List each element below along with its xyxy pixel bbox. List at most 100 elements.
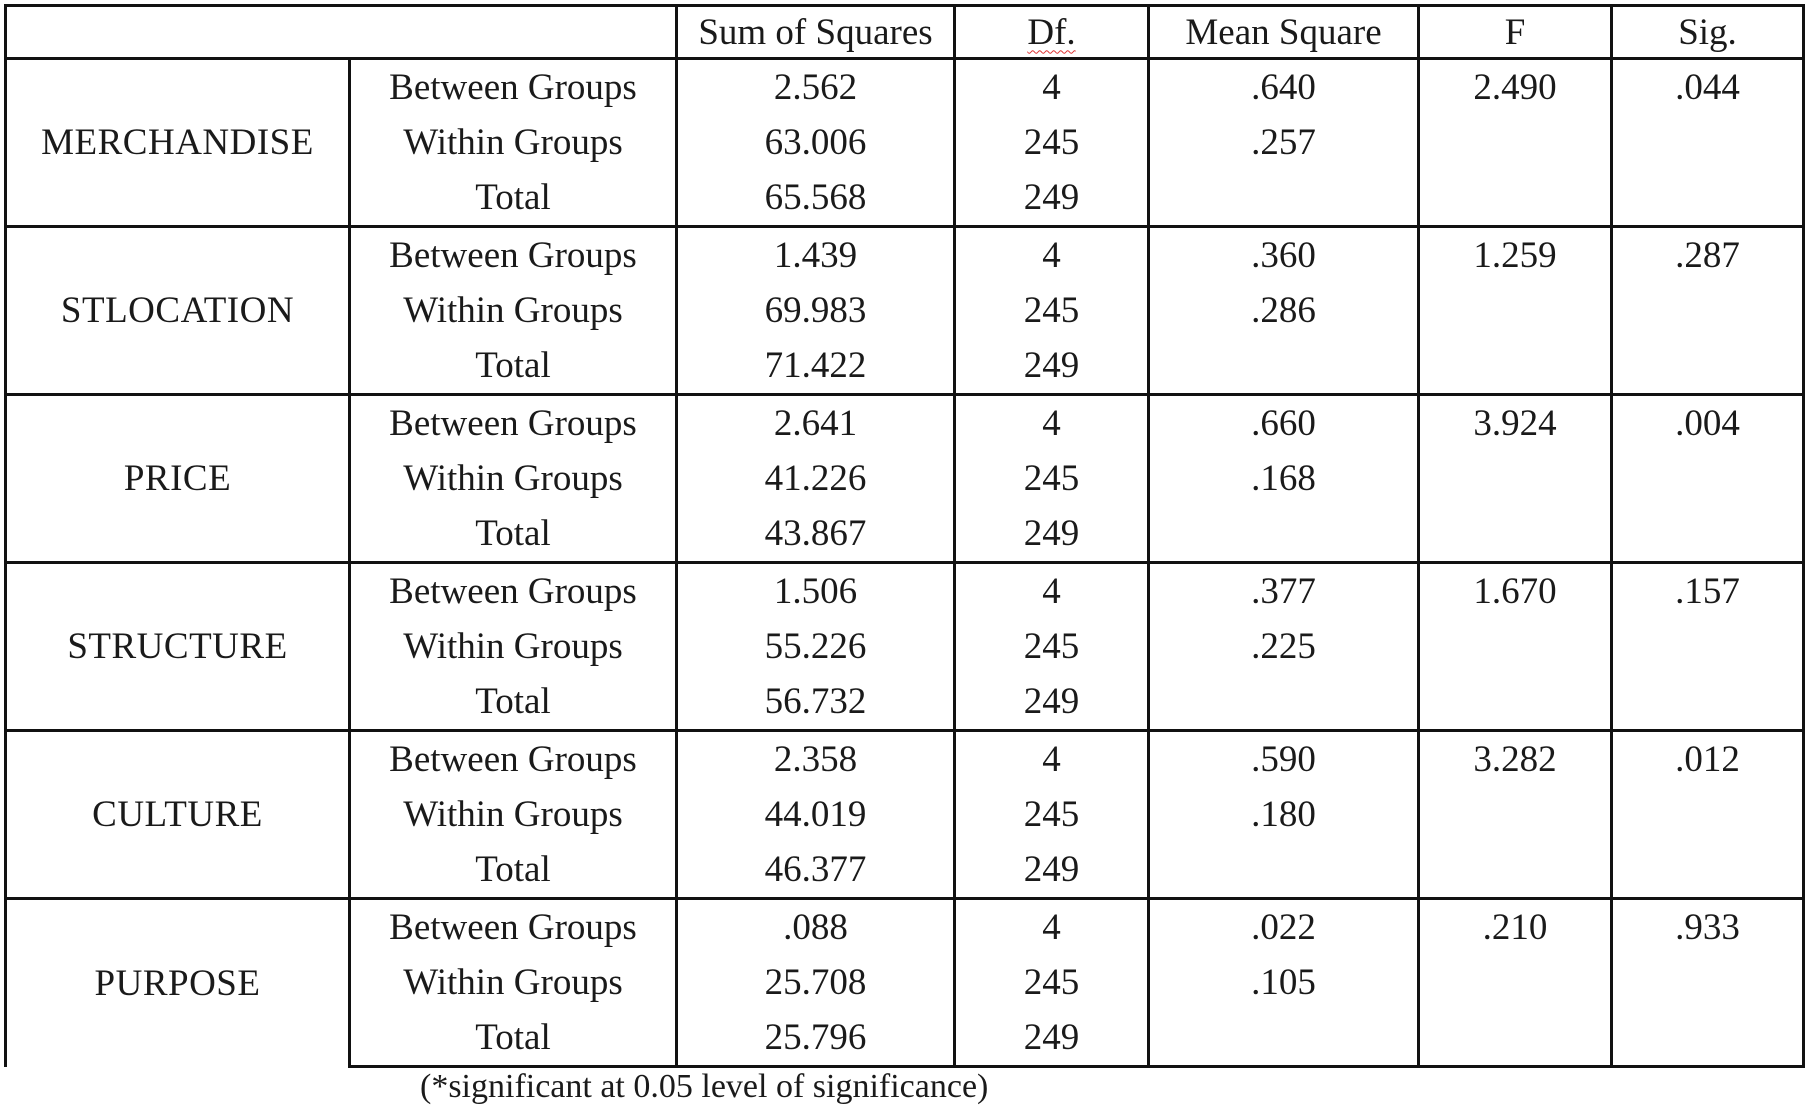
mean-square-cell: .022 — [1147, 897, 1420, 955]
sum-of-squares-cell: 65.568 — [675, 170, 956, 228]
sum-of-squares-cell: 25.796 — [675, 1010, 956, 1068]
f-cell — [1417, 674, 1613, 732]
f-cell — [1417, 338, 1613, 396]
df-cell: 245 — [953, 955, 1150, 1010]
df-cell: 249 — [953, 170, 1150, 228]
variable-name: STLOCATION — [4, 225, 350, 395]
df-cell: 245 — [953, 619, 1150, 674]
sig-cell: .044 — [1610, 57, 1805, 115]
df-cell: 249 — [953, 842, 1150, 900]
mean-square-cell — [1147, 506, 1420, 564]
table-row: Total 71.422 249 — [6, 338, 1805, 396]
header-sig: Sig. — [1610, 4, 1805, 60]
source-label: Total — [348, 338, 677, 396]
sum-of-squares-cell: 69.983 — [675, 283, 956, 338]
table-row: Total 56.732 249 — [6, 674, 1805, 732]
source-label: Total — [348, 674, 677, 732]
source-label: Within Groups — [348, 955, 677, 1010]
sig-cell — [1610, 283, 1805, 338]
source-label: Between Groups — [348, 225, 677, 283]
source-label: Within Groups — [348, 787, 677, 842]
mean-square-cell — [1147, 842, 1420, 900]
variable-name: PURPOSE — [4, 897, 350, 1067]
header-sum-of-squares: Sum of Squares — [675, 4, 956, 60]
sum-of-squares-cell: .088 — [675, 897, 956, 955]
sig-cell — [1610, 787, 1805, 842]
table-row: PURPOSE Between Groups .088 4.022.210.933 — [4, 897, 1805, 1067]
mean-square-cell: .286 — [1147, 283, 1420, 338]
f-cell — [1417, 115, 1613, 170]
source-label: Total — [348, 842, 677, 900]
sig-cell: .012 — [1610, 729, 1805, 787]
mean-square-cell — [1147, 1010, 1420, 1068]
source-label: Between Groups — [348, 729, 677, 787]
table-row: Total 65.568 249 — [6, 170, 1805, 228]
table-row: Total 43.867 249 — [6, 506, 1805, 564]
sum-of-squares-cell: 46.377 — [675, 842, 956, 900]
table-row: STLOCATION Between Groups 1.439 4.360 1.259.… — [4, 225, 1805, 395]
source-label: Within Groups — [348, 115, 677, 170]
sum-of-squares-cell: 56.732 — [675, 674, 956, 732]
sig-cell — [1610, 842, 1805, 900]
f-cell — [1417, 842, 1613, 900]
sig-cell: .157 — [1610, 561, 1805, 619]
sig-cell — [1610, 451, 1805, 506]
mean-square-cell: .105 — [1147, 955, 1420, 1010]
table-row: Total 25.796 249 — [6, 1010, 1805, 1068]
mean-square-cell — [1147, 338, 1420, 396]
sum-of-squares-cell: 2.562 — [675, 57, 956, 115]
variable-name: PRICE — [4, 393, 350, 563]
header-df-label: Df. — [1027, 11, 1076, 53]
df-cell: 245 — [953, 283, 1150, 338]
variable-name: CULTURE — [4, 729, 350, 899]
df-cell: 249 — [953, 1010, 1150, 1068]
mean-square-cell: .225 — [1147, 619, 1420, 674]
mean-square-cell: .660 — [1147, 393, 1420, 451]
source-label: Within Groups — [348, 283, 677, 338]
f-cell — [1417, 787, 1613, 842]
f-cell: 1.259 — [1417, 225, 1613, 283]
df-cell: 4 — [953, 393, 1150, 451]
sig-cell: .287 — [1610, 225, 1805, 283]
table-row: MERCHANDISE Between Groups 2.562 4.640 2.490… — [4, 57, 1805, 227]
sig-cell — [1610, 115, 1805, 170]
f-cell: 2.490 — [1417, 57, 1613, 115]
sum-of-squares-cell: 1.439 — [675, 225, 956, 283]
df-cell: 245 — [953, 787, 1150, 842]
sum-of-squares-cell: 2.641 — [675, 393, 956, 451]
sig-cell — [1610, 955, 1805, 1010]
header-blank — [4, 4, 677, 60]
header-f: F — [1417, 4, 1613, 60]
anova-body: MERCHANDISE Between Groups 2.562 4.640 2.490… — [4, 57, 1805, 1068]
source-label: Between Groups — [348, 897, 677, 955]
sum-of-squares-cell: 71.422 — [675, 338, 956, 396]
source-label: Total — [348, 506, 677, 564]
table-row: Within Groups 25.708 245.105 — [6, 955, 1805, 1010]
sig-cell: .933 — [1610, 897, 1805, 955]
source-label: Total — [348, 1010, 677, 1068]
df-cell: 249 — [953, 338, 1150, 396]
sig-cell — [1610, 170, 1805, 228]
source-label: Between Groups — [348, 561, 677, 619]
sum-of-squares-cell: 44.019 — [675, 787, 956, 842]
mean-square-cell: .377 — [1147, 561, 1420, 619]
table-row: PRICE Between Groups 2.641 4.660 3.924.004 — [4, 393, 1805, 563]
df-cell: 249 — [953, 506, 1150, 564]
table-footnote: (*significant at 0.05 level of significa… — [420, 1068, 989, 1105]
sum-of-squares-cell: 1.506 — [675, 561, 956, 619]
mean-square-cell: .257 — [1147, 115, 1420, 170]
sig-cell — [1610, 338, 1805, 396]
sum-of-squares-cell: 63.006 — [675, 115, 956, 170]
f-cell — [1417, 170, 1613, 228]
mean-square-cell: .168 — [1147, 451, 1420, 506]
mean-square-cell: .360 — [1147, 225, 1420, 283]
f-cell: .210 — [1417, 897, 1613, 955]
sig-cell — [1610, 506, 1805, 564]
sum-of-squares-cell: 55.226 — [675, 619, 956, 674]
table-row: Within Groups 44.019 245.180 — [6, 787, 1805, 842]
mean-square-cell: .180 — [1147, 787, 1420, 842]
source-label: Within Groups — [348, 451, 677, 506]
source-label: Between Groups — [348, 393, 677, 451]
sig-cell — [1610, 1010, 1805, 1068]
df-cell: 249 — [953, 674, 1150, 732]
